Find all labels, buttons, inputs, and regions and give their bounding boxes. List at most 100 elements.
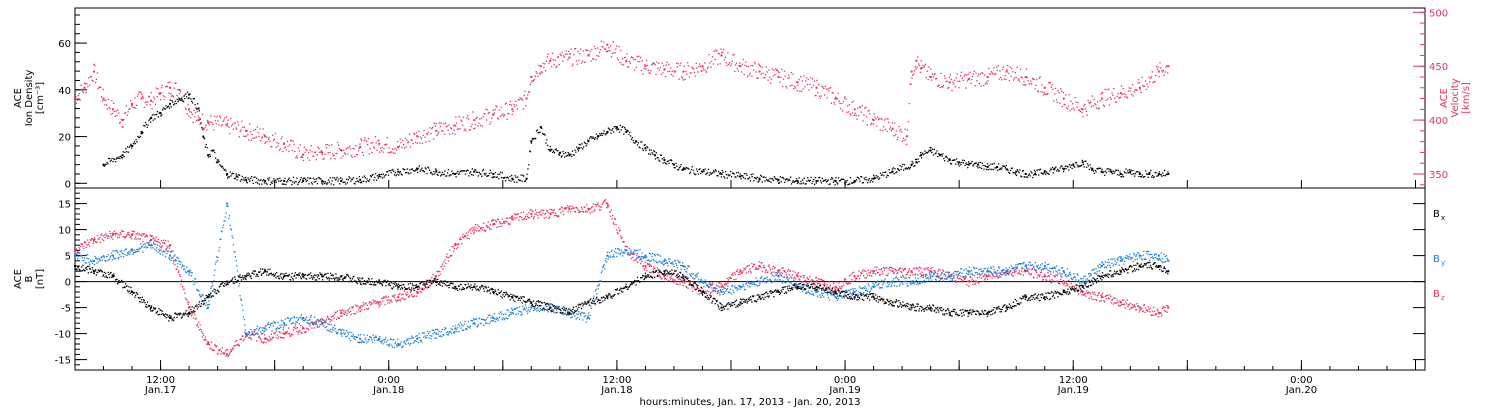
velocity-point bbox=[150, 100, 152, 102]
velocity-dot bbox=[861, 111, 862, 112]
velocity-dot bbox=[1087, 114, 1088, 115]
bz-dot bbox=[126, 234, 127, 235]
velocity-dot bbox=[331, 144, 332, 145]
velocity-dot bbox=[502, 113, 503, 114]
velocity-dot bbox=[504, 114, 505, 115]
bz-dot bbox=[476, 228, 477, 229]
velocity-dot bbox=[886, 131, 887, 132]
density-dot bbox=[339, 183, 340, 184]
velocity-dot bbox=[536, 71, 537, 72]
velocity-dot bbox=[102, 100, 103, 101]
bz-dot bbox=[521, 217, 522, 218]
velocity-dot bbox=[418, 131, 419, 132]
velocity-dot bbox=[1152, 71, 1153, 72]
velocity-dot bbox=[361, 140, 362, 141]
density-point bbox=[435, 171, 437, 173]
density-dot bbox=[356, 178, 357, 179]
bz-dot bbox=[386, 297, 387, 298]
density-point bbox=[654, 154, 656, 156]
bz-dot bbox=[184, 289, 185, 290]
bz-dot bbox=[1041, 272, 1042, 273]
bz-dot bbox=[585, 211, 586, 212]
velocity-dot bbox=[545, 70, 546, 71]
velocity-dot bbox=[305, 149, 306, 150]
by-dot bbox=[112, 259, 113, 260]
density-dot bbox=[539, 132, 540, 133]
bz-dot bbox=[206, 339, 207, 340]
density-dot bbox=[1001, 167, 1002, 168]
density-dot bbox=[400, 171, 401, 172]
density-dot bbox=[158, 116, 159, 117]
velocity-dot bbox=[105, 100, 106, 101]
velocity-dot bbox=[1005, 79, 1006, 80]
density-dot bbox=[489, 173, 490, 174]
bz-dot bbox=[293, 329, 294, 330]
velocity-dot bbox=[92, 81, 93, 82]
density-dot bbox=[349, 177, 350, 178]
bz-dot bbox=[649, 266, 650, 267]
velocity-dot bbox=[975, 85, 976, 86]
density-dot bbox=[407, 168, 408, 169]
velocity-dot bbox=[995, 73, 996, 74]
by-point bbox=[340, 333, 342, 335]
velocity-dot bbox=[460, 119, 461, 120]
density-dot bbox=[362, 177, 363, 178]
density-dot bbox=[199, 110, 200, 111]
by-dot bbox=[253, 334, 254, 335]
density-dot bbox=[559, 155, 560, 156]
bz-dot bbox=[776, 272, 777, 273]
bz-dot bbox=[229, 353, 230, 354]
density-dot bbox=[971, 163, 972, 164]
velocity-dot bbox=[283, 142, 284, 143]
velocity-dot bbox=[794, 86, 795, 87]
velocity-dot bbox=[860, 107, 861, 108]
velocity-dot bbox=[939, 87, 940, 88]
density-dot bbox=[832, 178, 833, 179]
bz-dot bbox=[408, 296, 409, 297]
velocity-dot bbox=[915, 68, 916, 69]
bz-dot bbox=[472, 227, 473, 228]
density-dot bbox=[244, 179, 245, 180]
velocity-dot bbox=[143, 97, 144, 98]
density-dot bbox=[243, 177, 244, 178]
density-dot bbox=[180, 100, 181, 101]
bz-dot bbox=[873, 273, 874, 274]
by-point bbox=[264, 327, 266, 329]
density-dot bbox=[253, 183, 254, 184]
velocity-dot bbox=[761, 67, 762, 68]
bz-dot bbox=[500, 223, 501, 224]
bz-dot bbox=[463, 237, 464, 238]
velocity-dot bbox=[899, 130, 900, 131]
velocity-dot bbox=[207, 120, 208, 121]
bz-dot bbox=[526, 214, 527, 215]
by-dot bbox=[98, 258, 99, 259]
velocity-point bbox=[987, 76, 989, 78]
bz-dot bbox=[550, 209, 551, 210]
bz-dot bbox=[459, 239, 460, 240]
velocity-dot bbox=[135, 108, 136, 109]
density-dot bbox=[1038, 174, 1039, 175]
density-dot bbox=[900, 169, 901, 170]
velocity-dot bbox=[335, 158, 336, 159]
density-dot bbox=[875, 178, 876, 179]
bz-dot bbox=[894, 272, 895, 273]
bz-dot bbox=[745, 267, 746, 268]
bz-dot bbox=[540, 210, 541, 211]
velocity-dot bbox=[1092, 95, 1093, 96]
density-dot bbox=[1083, 164, 1084, 165]
bz-dot bbox=[1143, 310, 1144, 311]
by-dot bbox=[260, 331, 261, 332]
velocity-dot bbox=[745, 61, 746, 62]
density-dot bbox=[494, 176, 495, 177]
density-dot bbox=[530, 151, 531, 152]
density-dot bbox=[446, 175, 447, 176]
bz-dot bbox=[751, 263, 752, 264]
density-dot bbox=[297, 184, 298, 185]
velocity-dot bbox=[618, 59, 619, 60]
density-dot bbox=[954, 159, 955, 160]
bz-dot bbox=[334, 314, 335, 315]
bz-dot bbox=[641, 259, 642, 260]
velocity-dot bbox=[538, 65, 539, 66]
density-dot bbox=[1103, 171, 1104, 172]
velocity-dot bbox=[828, 90, 829, 91]
